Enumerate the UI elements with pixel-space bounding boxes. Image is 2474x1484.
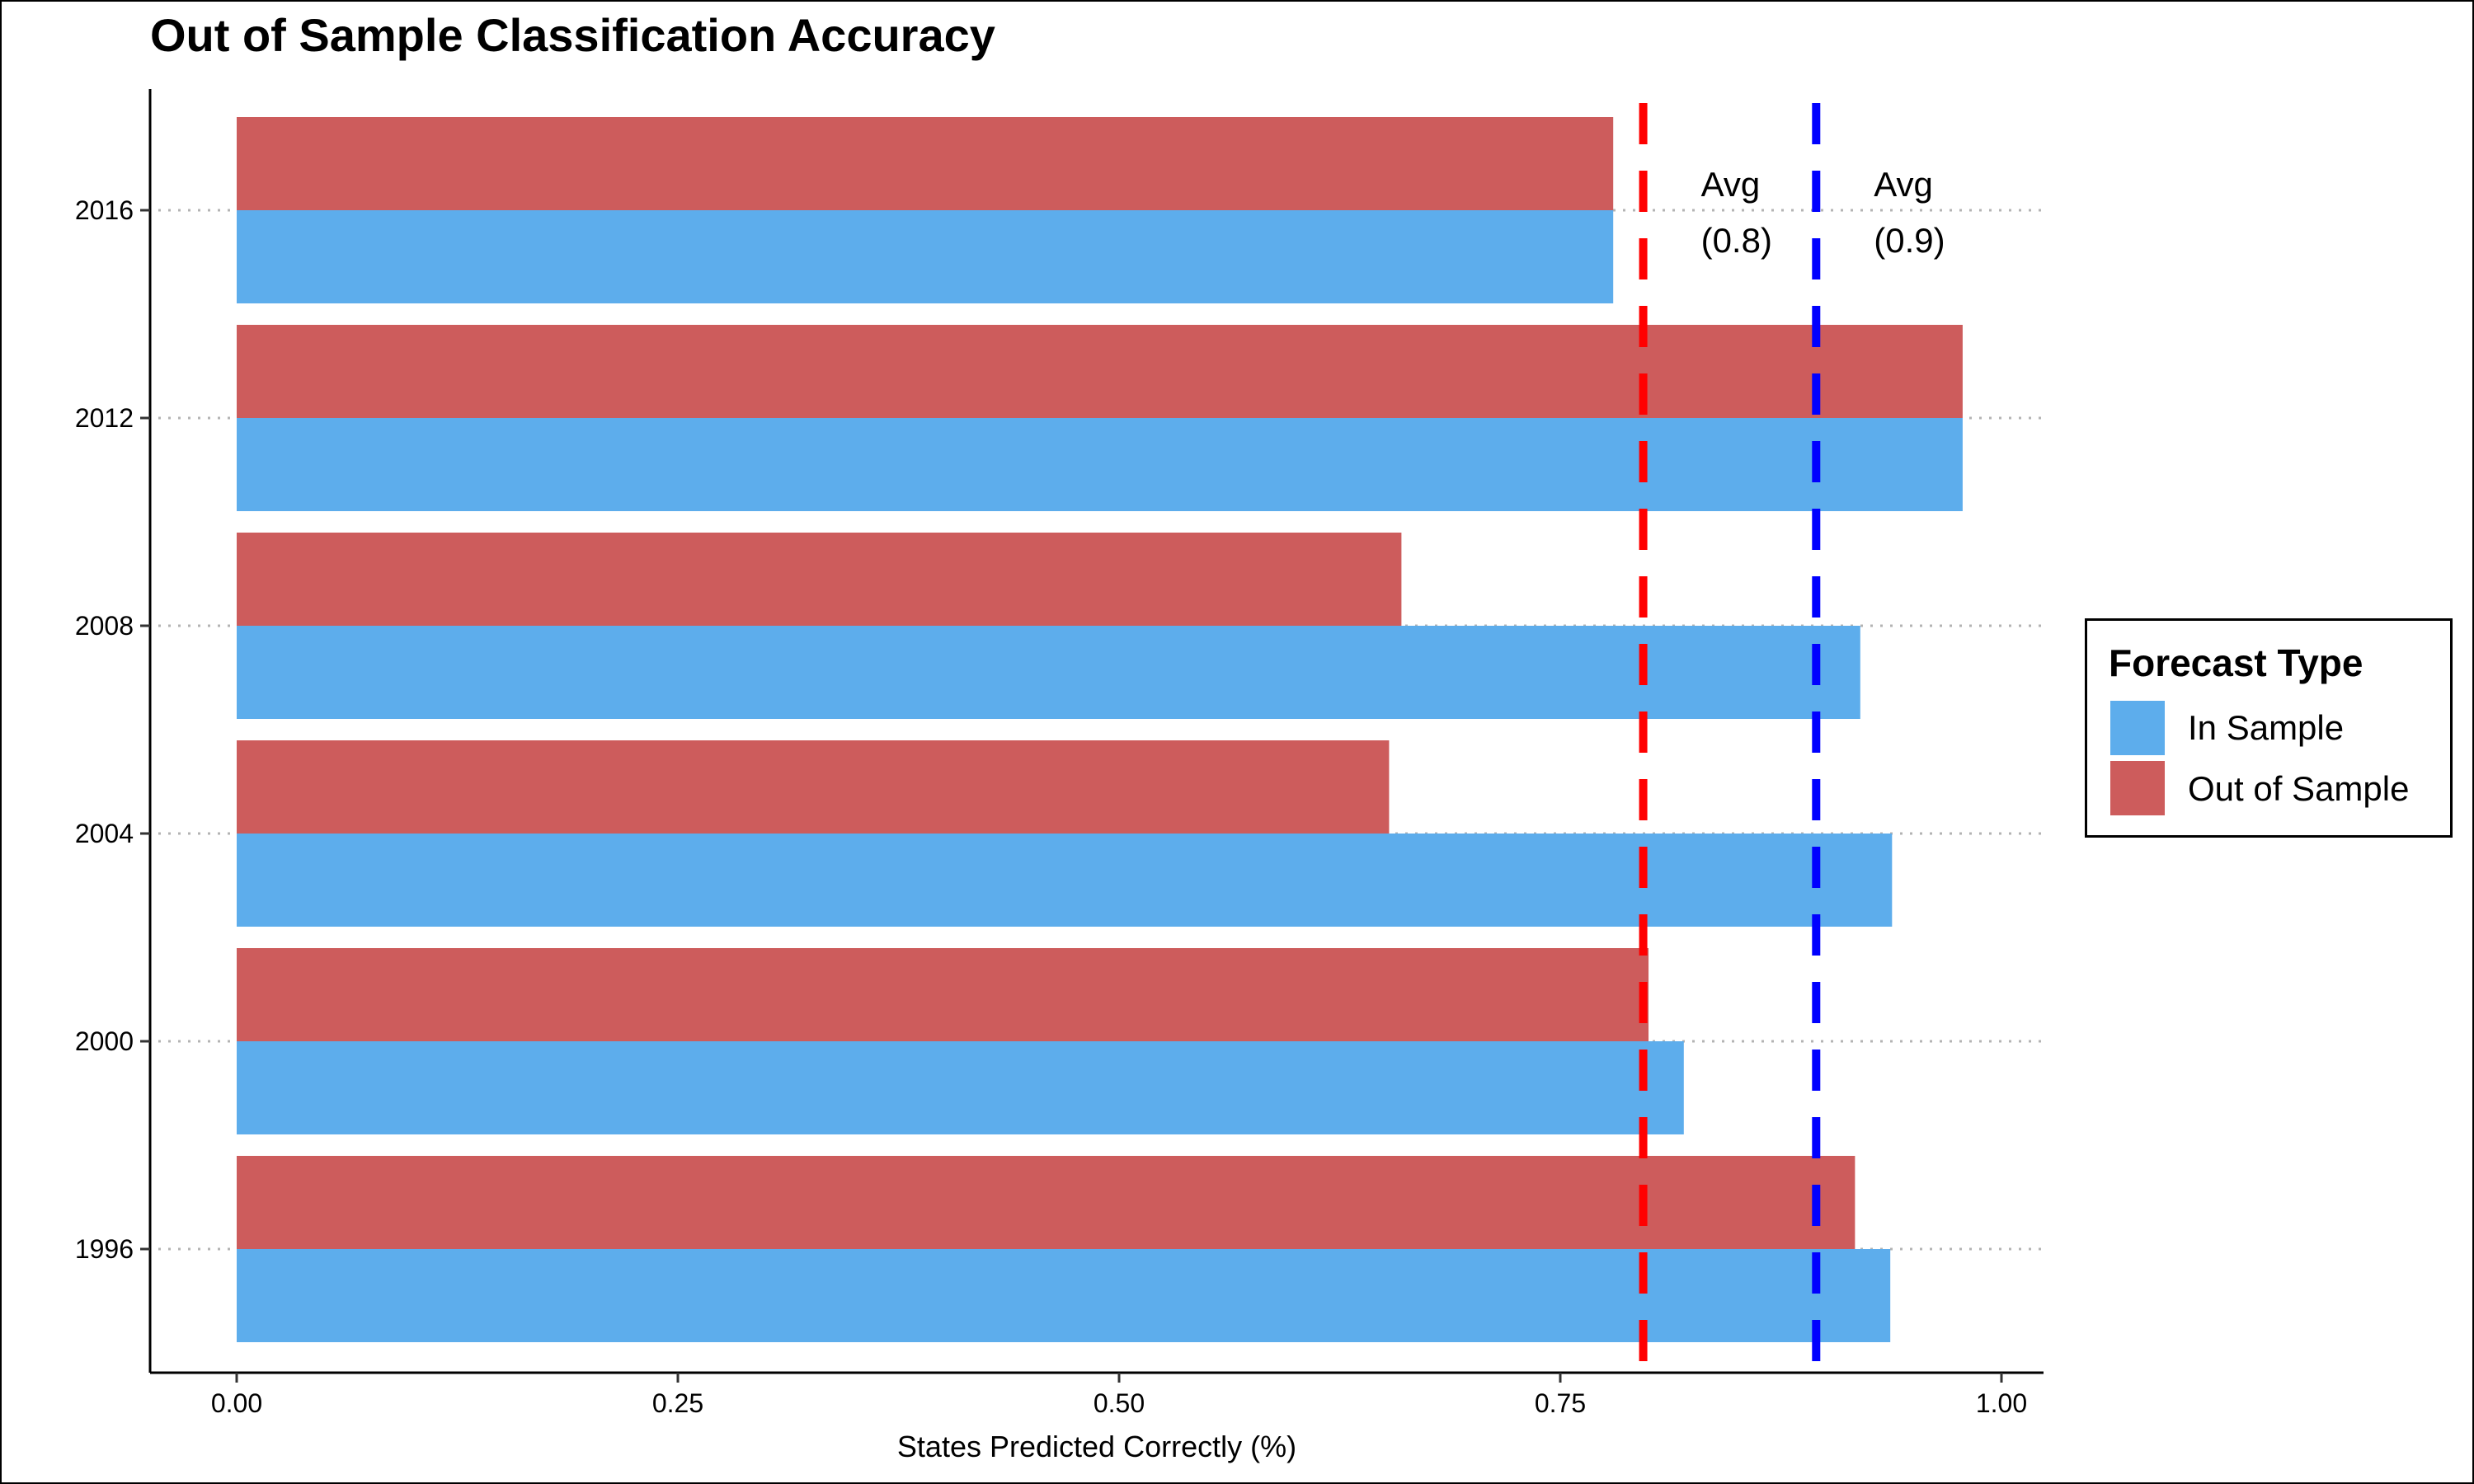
- bar-in-sample-2000: [237, 1041, 1684, 1134]
- bar-out-of-sample-2004: [237, 740, 1390, 834]
- y-tick-label-2012: 2012: [75, 403, 134, 433]
- bar-out-of-sample-2000: [237, 948, 1649, 1041]
- bar-in-sample-2012: [237, 418, 1963, 511]
- reference-label-1-line1: Avg: [1701, 165, 1761, 204]
- legend-key-in-sample: [2110, 701, 2165, 755]
- bar-in-sample-1996: [237, 1249, 1891, 1342]
- x-tick-label-0.75: 0.75: [1535, 1388, 1586, 1418]
- bar-out-of-sample-1996: [237, 1156, 1856, 1249]
- x-tick-label-0.00: 0.00: [211, 1388, 262, 1418]
- bar-in-sample-2004: [237, 834, 1893, 927]
- reference-label-2-line1: Avg: [1874, 165, 1933, 204]
- y-tick-label-2004: 2004: [75, 819, 134, 848]
- bar-out-of-sample-2012: [237, 325, 1963, 418]
- y-tick-label-2016: 2016: [75, 195, 134, 225]
- y-tick-label-1996: 1996: [75, 1234, 134, 1264]
- x-axis-title: States Predicted Correctly (%): [897, 1430, 1296, 1463]
- legend: Forecast Type In Sample Out of Sample: [2085, 618, 2453, 838]
- bar-out-of-sample-2008: [237, 533, 1402, 626]
- x-tick-label-0.25: 0.25: [652, 1388, 703, 1418]
- bar-in-sample-2008: [237, 626, 1860, 719]
- reference-label-2-line2: (0.9): [1874, 221, 1945, 260]
- bar-out-of-sample-2016: [237, 117, 1614, 210]
- y-tick-label-2008: 2008: [75, 611, 134, 641]
- legend-key-out-of-sample: [2110, 761, 2165, 815]
- legend-label-in-sample: In Sample: [2188, 708, 2345, 747]
- y-tick-label-2000: 2000: [75, 1026, 134, 1056]
- x-tick-label-0.50: 0.50: [1094, 1388, 1145, 1418]
- legend-title: Forecast Type: [2109, 641, 2363, 684]
- chart-title: Out of Sample Classification Accuracy: [150, 9, 995, 61]
- reference-label-1-line2: (0.8): [1701, 221, 1772, 260]
- legend-label-out-of-sample: Out of Sample: [2188, 769, 2410, 808]
- x-tick-label-1.00: 1.00: [1976, 1388, 2027, 1418]
- bar-in-sample-2016: [237, 210, 1614, 303]
